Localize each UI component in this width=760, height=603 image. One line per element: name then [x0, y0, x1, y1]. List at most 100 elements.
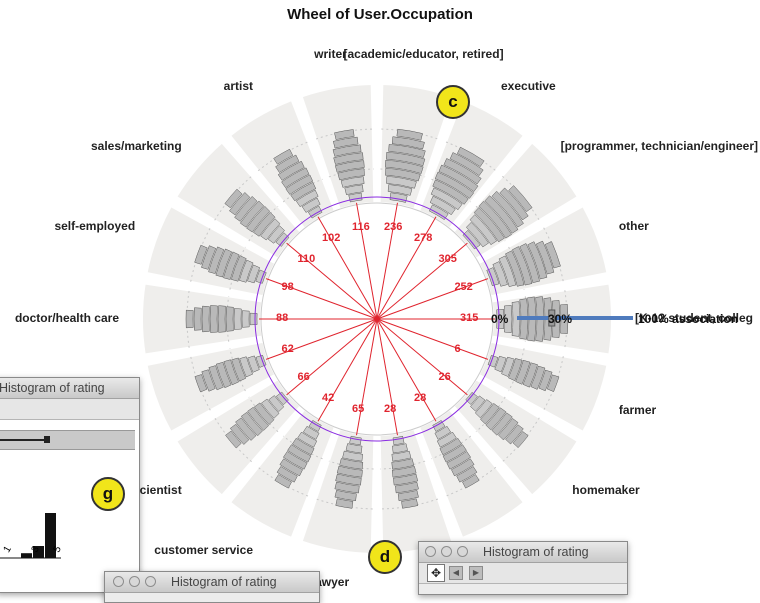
previous-icon[interactable]: ◀ — [449, 566, 463, 580]
histogram-bin — [277, 160, 305, 181]
category-label: [K-12 student, colleg — [635, 311, 754, 325]
zoom-window-icon[interactable] — [145, 576, 156, 587]
histogram-bin — [498, 418, 519, 441]
category-count: 62 — [281, 343, 294, 356]
histogram-bin — [342, 450, 363, 462]
zoom-window-icon[interactable] — [457, 546, 468, 557]
spoke-line — [376, 216, 437, 320]
histogram-bin — [208, 365, 224, 391]
histogram-bin — [302, 425, 320, 440]
histogram-bin — [194, 374, 208, 393]
window-toolbar: ✥ ◀ ▶ — [419, 563, 627, 584]
category-label: self-employed — [54, 219, 136, 234]
histogram-bin — [335, 473, 362, 486]
histogram-bin — [391, 136, 425, 150]
histogram-bin — [268, 395, 285, 412]
histogram-bin — [434, 171, 475, 199]
minimize-window-icon[interactable] — [441, 546, 452, 557]
category-count: 102 — [322, 232, 341, 245]
category-count: 6 — [454, 343, 461, 356]
wheel-chart — [141, 83, 633, 555]
histogram-window-bottom-right[interactable]: Histogram of rating ✥ ◀ ▶ — [418, 541, 628, 595]
range-slider[interactable] — [0, 430, 135, 450]
histogram-bin — [456, 466, 478, 483]
histogram-bin — [511, 246, 533, 286]
window-titlebar[interactable]: Histogram of rating — [419, 542, 627, 563]
legend-slider-handle[interactable] — [548, 309, 556, 327]
histogram-bin — [279, 458, 303, 477]
histogram-bin — [334, 129, 355, 140]
spoke-line — [317, 216, 378, 320]
histogram-bin — [515, 359, 531, 385]
histogram-bin — [291, 437, 315, 456]
spoke-line — [376, 318, 437, 422]
histogram-bin — [282, 451, 308, 470]
histogram-bin — [223, 359, 239, 386]
grid-ring — [431, 435, 472, 460]
close-window-icon[interactable] — [425, 546, 436, 557]
grid-ring — [328, 168, 374, 178]
grid-ring — [248, 396, 279, 433]
histogram-bin — [478, 200, 512, 239]
histogram-bin — [432, 420, 446, 432]
histogram-bin — [247, 264, 261, 284]
histogram-bin — [334, 489, 357, 502]
slider-handle[interactable] — [44, 436, 50, 443]
histogram-bin — [538, 369, 553, 392]
histogram-bin — [384, 159, 424, 174]
category-label: lawyer — [311, 574, 350, 589]
window-title: Histogram of rating — [171, 575, 277, 589]
histogram-bin — [473, 207, 505, 243]
histogram-bin — [201, 369, 216, 392]
category-count: 110 — [297, 252, 316, 265]
minimize-window-icon[interactable] — [129, 576, 140, 587]
grid-ring — [282, 435, 323, 460]
spoke-line — [356, 202, 378, 320]
histogram-bin — [241, 310, 250, 328]
spoke-line — [376, 242, 468, 320]
window-toolbar — [0, 399, 139, 420]
spoke-line — [265, 318, 378, 360]
histogram-bin — [307, 205, 323, 219]
close-window-icon[interactable] — [113, 576, 124, 587]
window-titlebar[interactable]: Histogram of rating — [105, 572, 319, 593]
histogram-bin — [281, 167, 310, 189]
category-label: customer service — [154, 543, 253, 558]
callout-marker-g: g — [91, 477, 125, 511]
histogram-bin — [340, 176, 365, 188]
histogram-bin — [508, 185, 533, 213]
histogram-bin — [225, 306, 234, 332]
histogram-bin — [267, 225, 285, 244]
histogram-bin — [505, 424, 524, 445]
histogram-bin — [349, 435, 362, 446]
histogram-bin — [253, 211, 276, 237]
histogram-bin — [185, 309, 194, 329]
histogram-bin — [239, 200, 265, 228]
category-count: 88 — [276, 312, 289, 324]
histogram-bin — [462, 474, 480, 489]
category-count: 116 — [352, 221, 370, 234]
category-count: 28 — [383, 402, 397, 415]
next-icon[interactable]: ▶ — [469, 566, 483, 580]
wheel-view: Wheel of User.Occupation 278 executive 305… — [0, 6, 758, 603]
histogram-bin — [386, 152, 426, 167]
histogram-bin — [480, 403, 500, 425]
histogram-bin — [249, 312, 258, 326]
histogram-window-bottom-left[interactable]: Histogram of rating — [104, 571, 320, 603]
histogram-window-left[interactable]: Histogram of rating g 1 3 5 — [0, 377, 140, 593]
category-count: 305 — [438, 252, 457, 265]
histogram-bin — [345, 443, 363, 454]
grid-ring — [229, 348, 246, 392]
histogram-bin — [332, 144, 362, 157]
move-icon[interactable]: ✥ — [427, 564, 445, 582]
window-titlebar[interactable]: Histogram of rating — [0, 378, 139, 399]
histogram-bin — [385, 167, 421, 182]
histogram-bin — [275, 232, 290, 247]
histogram-bin — [201, 305, 210, 333]
histogram-bin — [247, 355, 260, 373]
histogram-bin — [275, 391, 289, 406]
histogram-bin — [387, 184, 413, 196]
spoke-line — [356, 318, 378, 436]
histogram-bin — [332, 136, 359, 149]
histogram-bin — [301, 197, 321, 213]
